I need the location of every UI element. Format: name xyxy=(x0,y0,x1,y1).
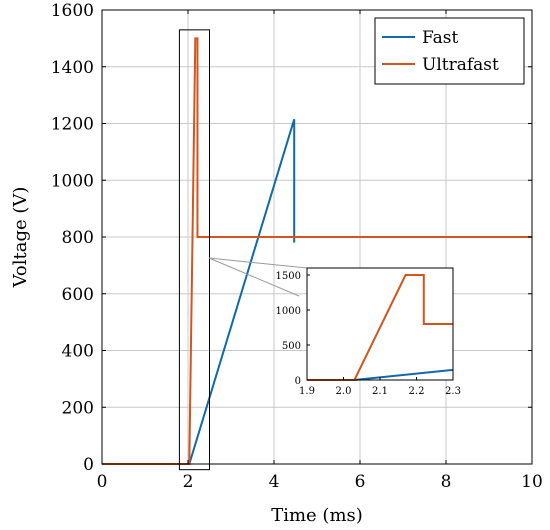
y-tick-label: 1200 xyxy=(51,115,94,135)
zoom-connector-line xyxy=(208,257,308,269)
inset-x-tick-label: 2.1 xyxy=(372,386,388,397)
x-tick-label: 0 xyxy=(97,472,108,492)
legend-box xyxy=(374,17,525,85)
y-tick-label: 800 xyxy=(62,228,94,248)
zoom-connector-line xyxy=(208,257,300,297)
x-tick-label: 8 xyxy=(441,472,452,492)
legend-label-ultrafast: Ultrafast xyxy=(422,55,499,75)
zoom-box xyxy=(178,29,210,471)
x-tick-label: 6 xyxy=(355,472,366,492)
x-axis-label: Time (ms) xyxy=(271,505,363,526)
inset-x-tick-label: 2.3 xyxy=(445,386,461,397)
inset-y-tick-label: 1000 xyxy=(276,306,301,317)
y-tick-label: 0 xyxy=(83,455,94,475)
inset-x-tick-label: 1.9 xyxy=(299,386,315,397)
series-line-ultrafast xyxy=(102,37,532,465)
y-tick-label: 1600 xyxy=(51,1,94,21)
y-tick-label: 200 xyxy=(62,398,94,418)
y-tick-label: 1000 xyxy=(51,171,94,191)
inset-x-tick-label: 2.0 xyxy=(336,386,352,397)
inset-y-tick-label: 500 xyxy=(282,341,301,352)
y-axis-label: Voltage (V) xyxy=(10,187,31,289)
legend: Fast Ultrafast xyxy=(374,17,525,85)
legend-label-fast: Fast xyxy=(422,28,459,48)
inset-x-tick-label: 2.2 xyxy=(409,386,425,397)
x-tick-label: 10 xyxy=(521,472,543,492)
main-tick-layer: 0 2 4 6 8 10 0 200 400 600 800 1000 1200 1400 1600 xyxy=(51,1,543,492)
inset-y-tick-label: 1500 xyxy=(276,271,301,282)
y-tick-label: 600 xyxy=(62,285,94,305)
x-tick-label: 4 xyxy=(269,472,280,492)
inset-zoom-chart: 1.9 2.0 2.1 2.2 2.3 0 500 1000 1500 xyxy=(276,267,461,397)
main-series-layer xyxy=(102,37,532,465)
inset-tick-layer: 1.9 2.0 2.1 2.2 2.3 0 500 1000 1500 xyxy=(276,271,461,397)
y-tick-label: 1400 xyxy=(51,58,94,78)
x-tick-label: 2 xyxy=(183,472,194,492)
y-tick-label: 400 xyxy=(62,342,94,362)
inset-y-tick-label: 0 xyxy=(295,376,301,387)
